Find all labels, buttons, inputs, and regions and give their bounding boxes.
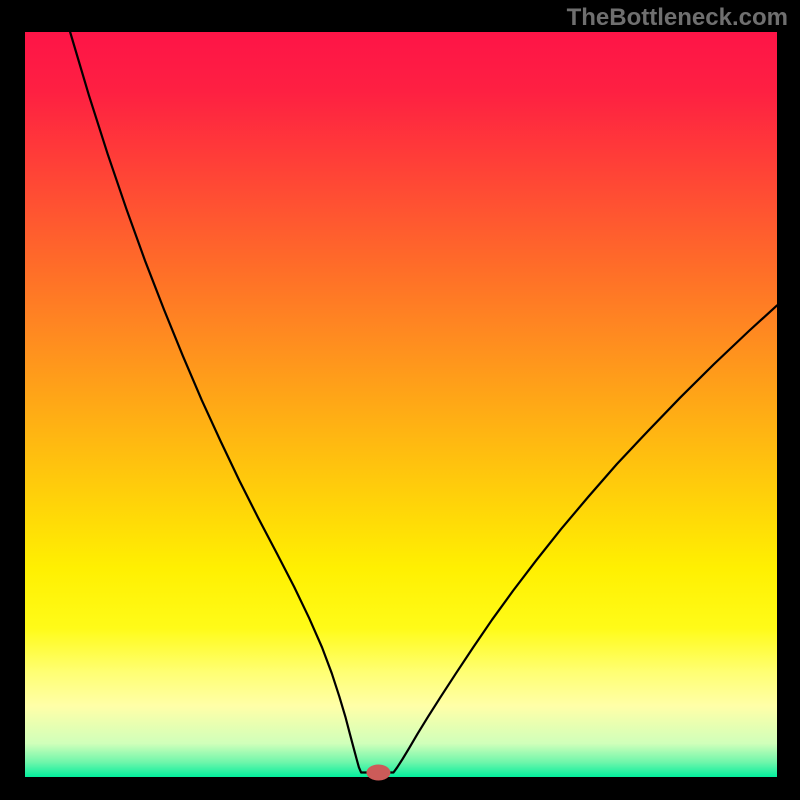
- chart-svg: [0, 0, 800, 800]
- optimum-marker: [366, 765, 390, 781]
- chart-container: TheBottleneck.com: [0, 0, 800, 800]
- watermark-text: TheBottleneck.com: [567, 4, 788, 32]
- plot-background: [25, 32, 777, 777]
